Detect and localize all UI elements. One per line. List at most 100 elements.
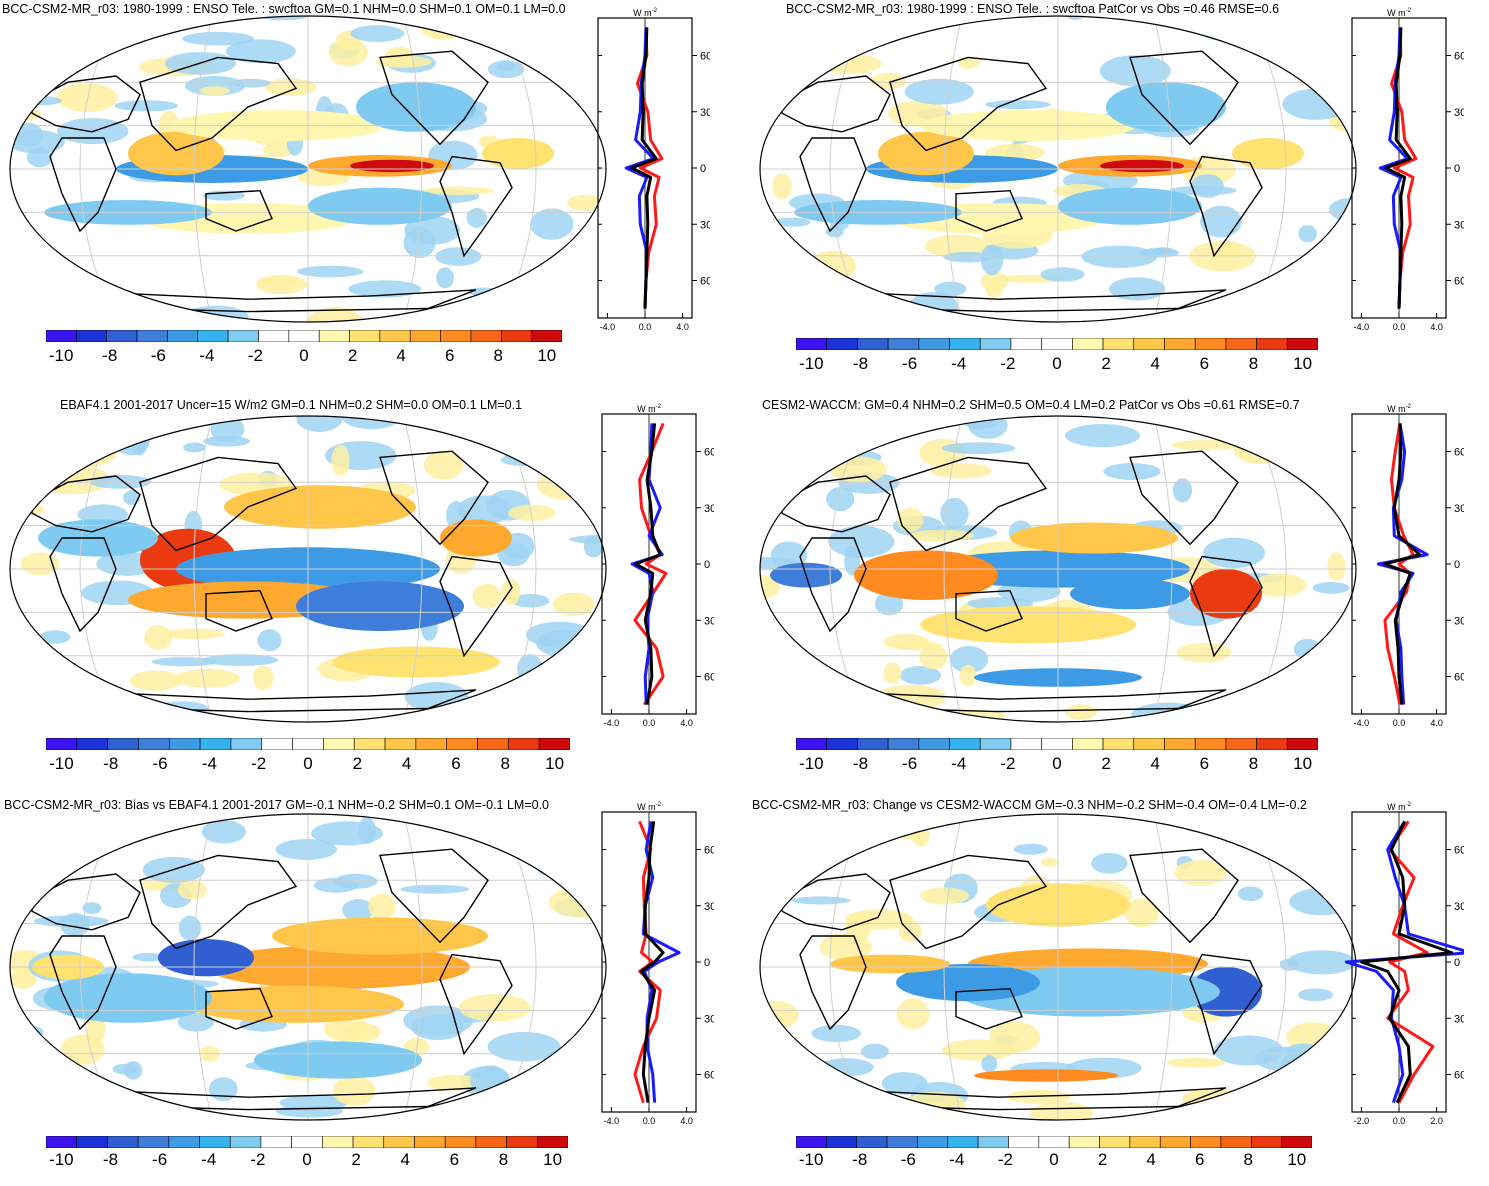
anomaly-speckle	[770, 541, 808, 569]
colorbar-label: -6	[150, 346, 166, 365]
coastline	[889, 854, 1048, 950]
colorbar-label: 0	[1052, 354, 1062, 373]
colorbar-swatch	[1041, 738, 1073, 750]
colorbar-swatch	[107, 1136, 139, 1148]
anomaly-speckle	[323, 1016, 370, 1042]
anomaly-speckle	[1297, 988, 1334, 1002]
anomaly-speckle	[553, 592, 595, 617]
lat-label: 60S	[700, 276, 710, 288]
anomaly-region	[974, 1069, 1118, 1082]
colorbar-swatch	[1038, 1136, 1070, 1148]
lat-label: 30S	[1454, 1013, 1464, 1025]
anomaly-speckle	[1099, 55, 1171, 87]
anomaly-speckle	[1287, 950, 1356, 975]
x-tick-label: 0.0	[1393, 322, 1406, 332]
coastline	[31, 75, 141, 133]
coastline	[139, 456, 298, 552]
anomaly-region	[440, 519, 512, 557]
anomaly-speckle	[1124, 898, 1160, 928]
anomaly-speckle	[510, 1082, 564, 1112]
anomaly-speckle	[445, 814, 512, 832]
unit-exponent: -2	[652, 8, 658, 14]
lat-label: 60S	[1454, 1070, 1464, 1082]
panel-enso-bcc-patcor: BCC-CSM2-MR_r03: 1980-1999 : ENSO Tele. …	[744, 0, 1488, 390]
anomaly-speckle	[760, 51, 787, 79]
anomaly-speckle	[844, 545, 861, 576]
colorbar-label: 2	[347, 346, 358, 365]
colorbar-label: -4	[949, 1150, 965, 1169]
anomaly-speckle	[225, 39, 296, 64]
colorbar-label: 2	[352, 754, 363, 773]
colorbar-label: 2	[1101, 754, 1111, 773]
coastline	[781, 75, 891, 133]
lat-label: 0	[704, 559, 710, 571]
zonal-line-blue	[1376, 423, 1429, 705]
anomaly-speckle	[1195, 707, 1259, 722]
anomaly-speckle	[1237, 886, 1264, 902]
colorbar-swatch	[1102, 338, 1135, 350]
anomaly-speckle	[940, 497, 969, 529]
anomaly-region	[896, 963, 1040, 1002]
anomaly-speckle	[772, 217, 811, 227]
anomaly-speckle	[981, 1055, 998, 1073]
anomaly-speckle	[826, 486, 855, 512]
colorbar-swatch	[292, 738, 324, 750]
coastline	[799, 137, 867, 233]
colorbar-swatch	[538, 738, 570, 750]
anomaly-speckle	[989, 1021, 1041, 1054]
anomaly-speckle	[183, 442, 206, 453]
colorbar-swatch	[796, 1136, 827, 1148]
anomaly-speckle	[348, 280, 422, 298]
colorbar	[796, 1136, 1312, 1148]
anomaly-speckle	[177, 880, 207, 900]
colorbar-swatch	[199, 1136, 231, 1148]
coastline	[379, 848, 489, 944]
colorbar-swatch	[1281, 1136, 1312, 1148]
anomaly-speckle	[507, 504, 556, 522]
panel-title: CESM2-WACCM: GM=0.4 NHM=0.2 SHM=0.5 OM=0…	[762, 398, 1300, 412]
x-tick-label: -4.0	[600, 322, 616, 332]
colorbar-swatch	[379, 330, 411, 342]
anomaly-speckle	[875, 592, 904, 616]
anomaly-speckle	[123, 490, 141, 506]
x-tick-label: 0.0	[643, 1116, 656, 1126]
anomaly-region	[1190, 967, 1262, 1017]
colorbar-label: 4	[1150, 754, 1160, 773]
colorbar-swatch	[352, 1136, 385, 1148]
anomaly-region	[830, 954, 950, 974]
anomaly-region	[1100, 159, 1184, 173]
anomaly-speckle	[33, 915, 109, 927]
anomaly-speckle	[1103, 463, 1161, 480]
anomaly-speckle	[334, 873, 378, 889]
anomaly-region	[482, 138, 554, 169]
colorbar-swatch	[470, 330, 502, 342]
panel-title: BCC-CSM2-MR_r03: 1980-1999 : ENSO Tele. …	[2, 2, 566, 16]
anomaly-speckle	[75, 16, 142, 31]
coastline	[889, 456, 1048, 552]
anomaly-speckle	[1203, 537, 1265, 569]
anomaly-speckle	[175, 668, 240, 688]
coastline	[205, 589, 273, 632]
x-tick-label: 4.0	[676, 322, 689, 332]
colorbar-swatch	[979, 738, 1012, 750]
zonal-line-black	[634, 423, 662, 705]
zonal-line-black	[1383, 423, 1422, 705]
longitude-line	[193, 814, 213, 1120]
colorbar-swatch	[1102, 738, 1135, 750]
colorbar-label: 6	[444, 346, 455, 365]
anomaly-speckle	[583, 535, 604, 558]
anomaly-speckle	[919, 887, 970, 905]
coastline	[379, 50, 489, 146]
anomaly-speckle	[811, 1024, 861, 1042]
coastline	[799, 537, 867, 633]
colorbar-swatch	[506, 1136, 538, 1148]
anomaly-speckle	[296, 265, 364, 278]
anomaly-speckle	[1210, 416, 1244, 424]
colorbar-label: -10	[48, 346, 74, 365]
anomaly-speckle	[328, 38, 368, 67]
anomaly-speckle	[876, 684, 946, 710]
anomaly-speckle	[501, 578, 521, 605]
longitude-line	[403, 814, 423, 1120]
colorbar-swatch	[167, 330, 199, 342]
anomaly-speckle	[1250, 314, 1275, 322]
